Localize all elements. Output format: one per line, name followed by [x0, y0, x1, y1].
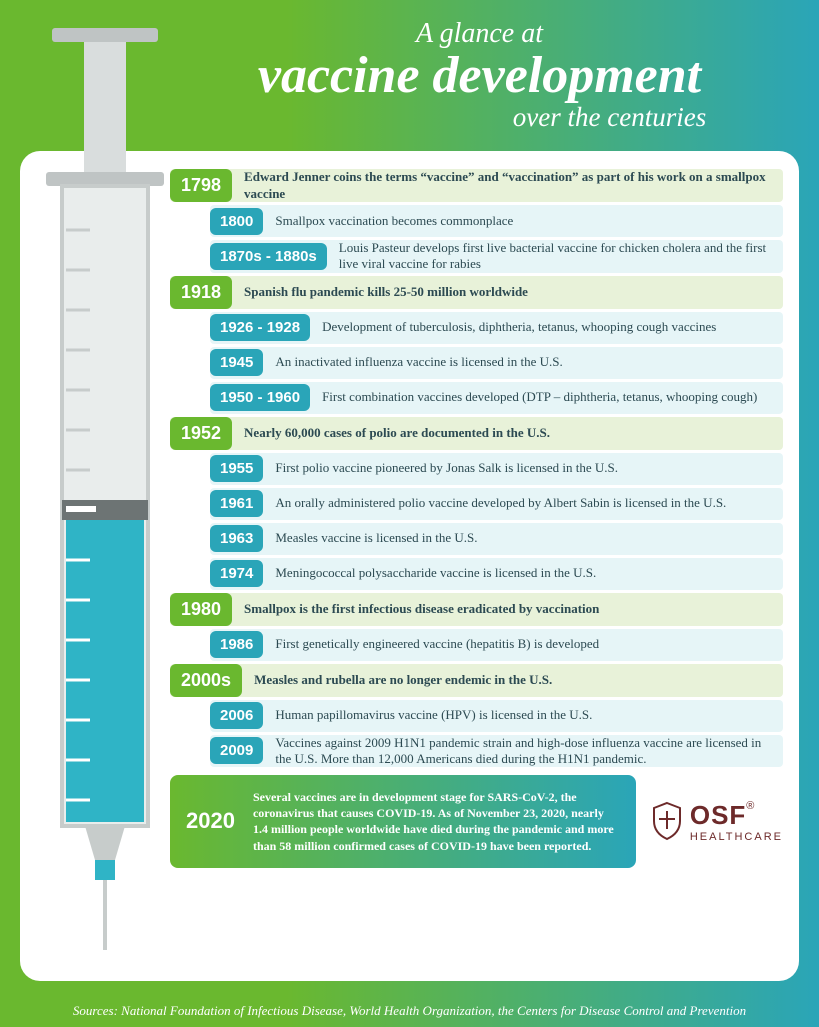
timeline-row: 1870s - 1880s Louis Pasteur develops firs… — [210, 240, 783, 273]
year-pill: 1950 - 1960 — [210, 384, 310, 411]
year-pill: 1918 — [170, 276, 232, 309]
year-pill: 1945 — [210, 349, 263, 376]
timeline-text: Smallpox is the first infectious disease… — [244, 601, 599, 617]
timeline-row: 2006 Human papillomavirus vaccine (HPV) i… — [210, 700, 783, 732]
timeline-row: 1798 Edward Jenner coins the terms “vacci… — [170, 169, 783, 202]
year-pill: 1870s - 1880s — [210, 243, 327, 270]
year-pill: 2006 — [210, 702, 263, 729]
year-pill: 2000s — [170, 664, 242, 697]
timeline-text: Edward Jenner coins the terms “vaccine” … — [244, 169, 773, 202]
year-pill: 1800 — [210, 208, 263, 235]
sources-text: Sources: National Foundation of Infectio… — [0, 1001, 819, 1027]
year-pill: 1974 — [210, 560, 263, 587]
title-line-2: vaccine development — [170, 50, 789, 102]
timeline-row: 1980 Smallpox is the first infectious dis… — [170, 593, 783, 626]
year-pill: 1986 — [210, 631, 263, 658]
timeline-text: Development of tuberculosis, diphtheria,… — [322, 319, 716, 335]
logo-main: OSF — [690, 800, 746, 830]
timeline-row: 1963 Measles vaccine is licensed in the U… — [210, 523, 783, 555]
year-pill: 1798 — [170, 169, 232, 202]
timeline-row: 1961 An orally administered polio vaccine… — [210, 488, 783, 520]
timeline-row: 1800 Smallpox vaccination becomes commonp… — [210, 205, 783, 237]
timeline-text: An inactivated influenza vaccine is lice… — [275, 354, 562, 370]
year-pill: 1961 — [210, 490, 263, 517]
timeline-row: 1945 An inactivated influenza vaccine is … — [210, 347, 783, 379]
timeline-text: Measles vaccine is licensed in the U.S. — [275, 530, 477, 546]
timeline-row: 2009 Vaccines against 2009 H1N1 pandemic … — [210, 735, 783, 768]
timeline-text: Human papillomavirus vaccine (HPV) is li… — [275, 707, 592, 723]
logo-reg: ® — [746, 800, 754, 812]
timeline-row: 1974 Meningococcal polysaccharide vaccine… — [210, 558, 783, 590]
callout-year: 2020 — [186, 808, 235, 834]
timeline-text: Meningococcal polysaccharide vaccine is … — [275, 565, 596, 581]
callout-text: Several vaccines are in development stag… — [253, 789, 620, 854]
timeline-row: 2000s Measles and rubella are no longer e… — [170, 664, 783, 697]
timeline-text: Smallpox vaccination becomes commonplace — [275, 213, 513, 229]
timeline-row: 1950 - 1960 First combination vaccines de… — [210, 382, 783, 414]
title-line-1: A glance at — [170, 18, 789, 50]
timeline-row: 1986 First genetically engineered vaccine… — [210, 629, 783, 661]
timeline-row: 1955 First polio vaccine pioneered by Jon… — [210, 453, 783, 485]
timeline-row: 1926 - 1928 Development of tuberculosis, … — [210, 312, 783, 344]
timeline-text: Spanish flu pandemic kills 25-50 million… — [244, 284, 528, 300]
timeline-text: First combination vaccines developed (DT… — [322, 389, 757, 405]
year-pill: 1955 — [210, 455, 263, 482]
title-line-3: over the centuries — [170, 102, 789, 133]
timeline-text: Louis Pasteur develops first live bacter… — [339, 240, 773, 273]
timeline-row: 1918 Spanish flu pandemic kills 25-50 mil… — [170, 276, 783, 309]
timeline-text: Vaccines against 2009 H1N1 pandemic stra… — [275, 735, 773, 768]
year-pill: 1980 — [170, 593, 232, 626]
timeline-text: First polio vaccine pioneered by Jonas S… — [275, 460, 618, 476]
syringe-illustration — [40, 10, 170, 970]
year-pill: 1926 - 1928 — [210, 314, 310, 341]
timeline-text: Nearly 60,000 cases of polio are documen… — [244, 425, 550, 441]
timeline-text: An orally administered polio vaccine dev… — [275, 495, 726, 511]
timeline-row: 1952 Nearly 60,000 cases of polio are doc… — [170, 417, 783, 450]
year-pill: 1952 — [170, 417, 232, 450]
timeline-text: First genetically engineered vaccine (he… — [275, 636, 599, 652]
callout-row: 2020 Several vaccines are in development… — [170, 775, 783, 868]
timeline-text: Measles and rubella are no longer endemi… — [254, 672, 552, 688]
logo-sub: HEALTHCARE — [690, 831, 783, 843]
year-pill: 2009 — [210, 737, 263, 764]
callout-box: 2020 Several vaccines are in development… — [170, 775, 636, 868]
year-pill: 1963 — [210, 525, 263, 552]
shield-icon — [650, 801, 684, 841]
timeline-list: 1798 Edward Jenner coins the terms “vacci… — [170, 169, 783, 767]
osf-logo: OSF® HEALTHCARE — [650, 800, 783, 843]
